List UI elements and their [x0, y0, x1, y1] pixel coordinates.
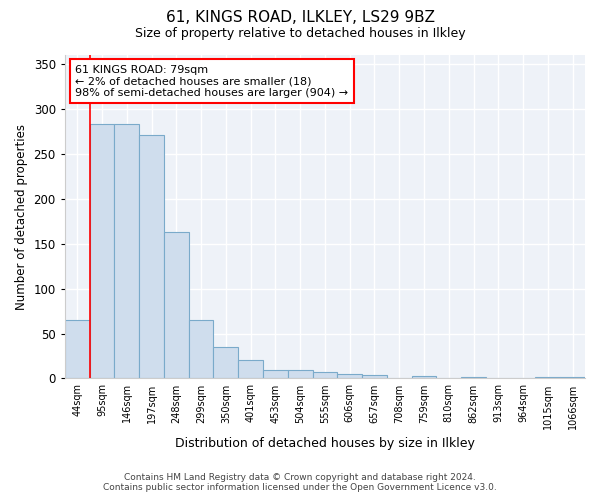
- X-axis label: Distribution of detached houses by size in Ilkley: Distribution of detached houses by size …: [175, 437, 475, 450]
- Bar: [238, 360, 263, 378]
- Bar: [65, 320, 89, 378]
- Text: Contains HM Land Registry data © Crown copyright and database right 2024.
Contai: Contains HM Land Registry data © Crown c…: [103, 473, 497, 492]
- Text: 61 KINGS ROAD: 79sqm
← 2% of detached houses are smaller (18)
98% of semi-detach: 61 KINGS ROAD: 79sqm ← 2% of detached ho…: [75, 64, 349, 98]
- Bar: [337, 374, 362, 378]
- Y-axis label: Number of detached properties: Number of detached properties: [15, 124, 28, 310]
- Bar: [188, 320, 214, 378]
- Bar: [412, 376, 436, 378]
- Bar: [164, 232, 188, 378]
- Bar: [535, 376, 560, 378]
- Bar: [263, 370, 288, 378]
- Bar: [313, 372, 337, 378]
- Text: Size of property relative to detached houses in Ilkley: Size of property relative to detached ho…: [134, 28, 466, 40]
- Bar: [89, 124, 115, 378]
- Bar: [288, 370, 313, 378]
- Bar: [214, 347, 238, 378]
- Bar: [115, 124, 139, 378]
- Bar: [362, 375, 387, 378]
- Text: 61, KINGS ROAD, ILKLEY, LS29 9BZ: 61, KINGS ROAD, ILKLEY, LS29 9BZ: [166, 10, 434, 25]
- Bar: [461, 376, 486, 378]
- Bar: [560, 376, 585, 378]
- Bar: [139, 135, 164, 378]
